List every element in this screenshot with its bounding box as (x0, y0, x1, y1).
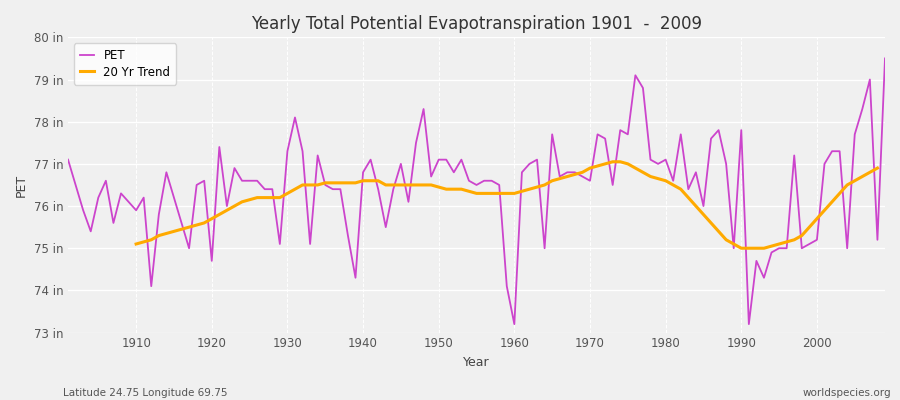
20 Yr Trend (721, 237, 732, 242)
PET (517, 170, 527, 175)
PET (508, 322, 519, 326)
Text: Latitude 24.75 Longitude 69.75: Latitude 24.75 Longitude 69.75 (63, 388, 228, 398)
20 Yr Trend (357, 178, 368, 183)
PET (123, 200, 134, 204)
20 Yr Trend (608, 159, 618, 164)
PET (63, 157, 74, 162)
PET (608, 182, 618, 187)
Line: 20 Yr Trend: 20 Yr Trend (136, 162, 877, 248)
20 Yr Trend (524, 187, 535, 192)
Title: Yearly Total Potential Evapotranspiration 1901  -  2009: Yearly Total Potential Evapotranspiratio… (251, 15, 702, 33)
PET (879, 56, 890, 61)
Legend: PET, 20 Yr Trend: PET, 20 Yr Trend (74, 43, 176, 84)
Text: worldspecies.org: worldspecies.org (803, 388, 891, 398)
X-axis label: Year: Year (464, 356, 490, 369)
20 Yr Trend (130, 242, 141, 246)
Y-axis label: PET: PET (15, 173, 28, 196)
PET (290, 115, 301, 120)
20 Yr Trend (736, 246, 747, 251)
20 Yr Trend (328, 180, 338, 185)
Line: PET: PET (68, 58, 885, 324)
PET (501, 284, 512, 288)
20 Yr Trend (872, 166, 883, 170)
20 Yr Trend (501, 191, 512, 196)
20 Yr Trend (305, 182, 316, 187)
PET (335, 187, 346, 192)
